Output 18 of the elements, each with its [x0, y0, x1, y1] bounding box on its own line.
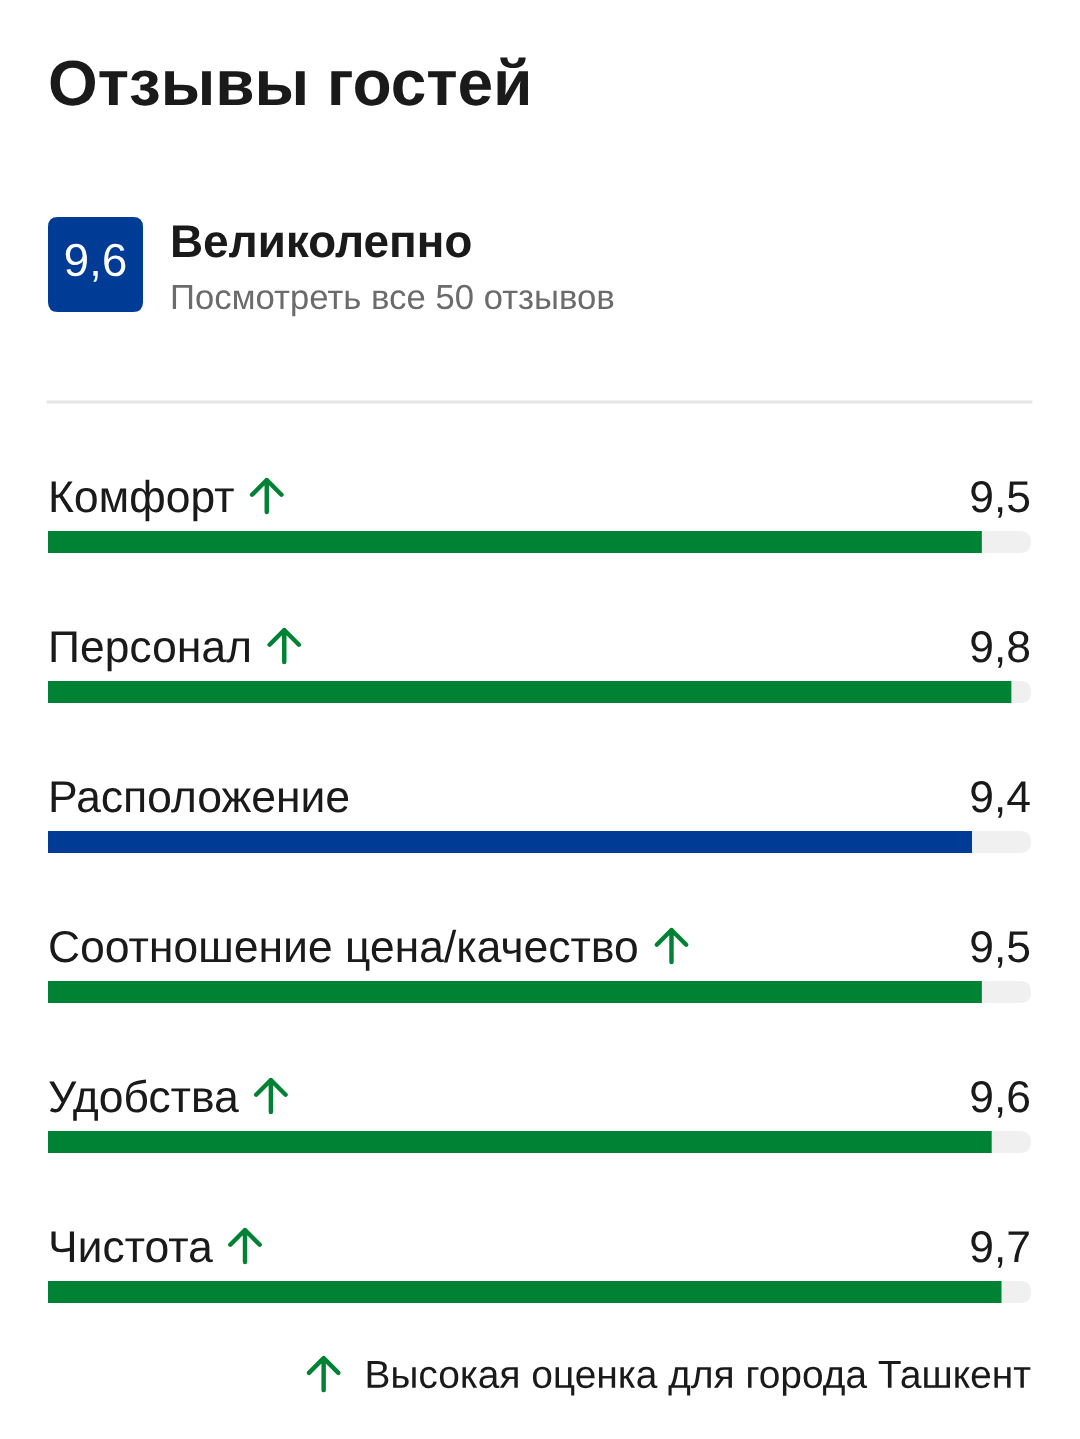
y-tick-label: Персонал — [51, 631, 249, 672]
text: 9,6 — [65, 243, 126, 282]
data-label: 9,5 — [971, 480, 1030, 518]
data-label: 9,7 — [971, 1230, 1029, 1268]
y-tick-label: Комфорт — [51, 479, 234, 522]
text: Посмотреть все 50 отзывов — [172, 284, 614, 317]
y-tick-label: Соотношение цена/качество — [50, 929, 637, 971]
text: Великолепно — [173, 225, 471, 258]
bar — [48, 681, 1012, 703]
data-label: 9,6 — [971, 1080, 1030, 1118]
data-label: 9,8 — [971, 630, 1030, 668]
legend-label: Высокая оценка для города Ташкент — [367, 1361, 1031, 1396]
y-tick-label: Расположение — [51, 781, 349, 813]
y-tick-label: Чистота — [51, 1231, 213, 1263]
y-tick-label: Удобства — [49, 1079, 239, 1121]
data-label: 9,5 — [971, 930, 1030, 968]
chart-title: Отзывы гостей — [50, 57, 528, 106]
data-label: 9,4 — [971, 780, 1030, 818]
